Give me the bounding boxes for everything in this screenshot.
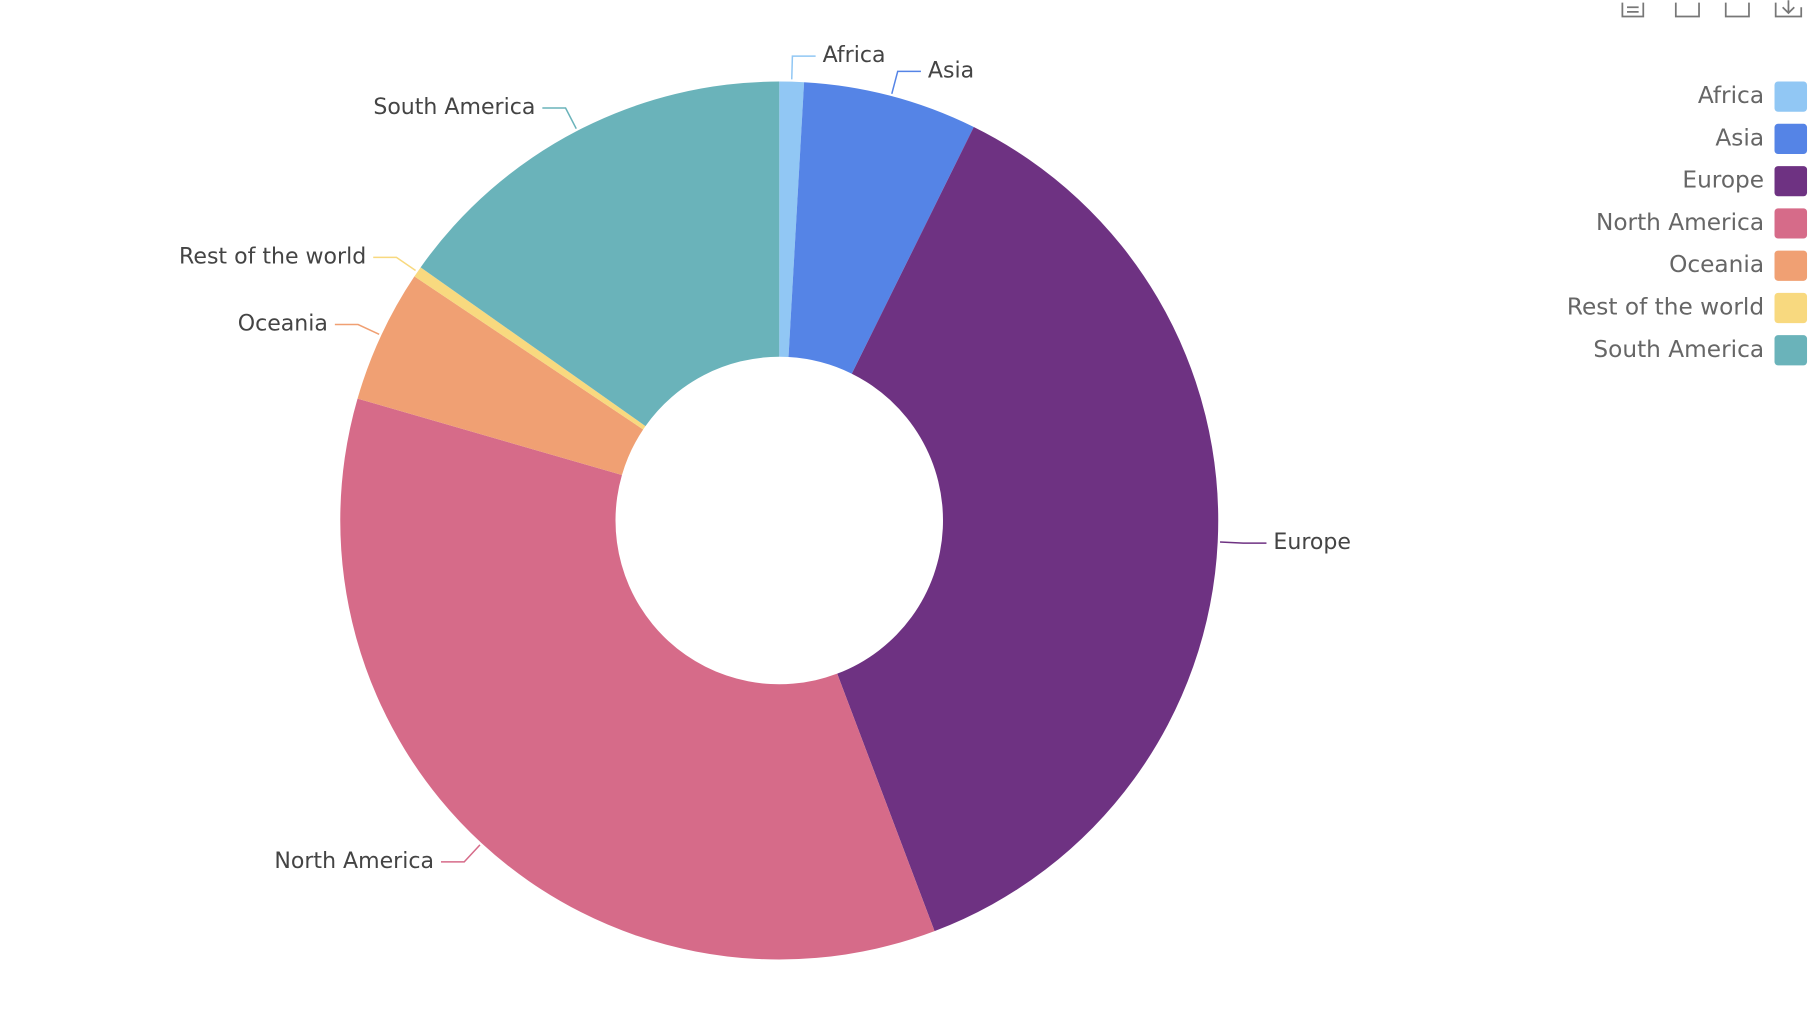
slice <box>340 398 935 960</box>
legend-swatch <box>1774 250 1808 281</box>
label-line <box>1219 541 1267 544</box>
legend-swatch <box>1774 166 1808 197</box>
slice <box>788 82 974 374</box>
slice <box>357 276 644 476</box>
legend-swatch <box>1774 335 1808 366</box>
slice-label: Asia <box>928 58 974 83</box>
label-line <box>542 107 577 130</box>
legend-label: Africa <box>1698 82 1764 109</box>
legend-swatch <box>1774 81 1808 112</box>
legend-swatch <box>1774 123 1808 155</box>
label-line <box>334 323 380 336</box>
slice-label: Europe <box>1273 530 1351 555</box>
toolbox-zoom[interactable] <box>1724 2 1750 18</box>
slice-label: Rest of the world <box>179 244 366 269</box>
label-line <box>891 70 921 94</box>
legend-label: North America <box>1596 209 1764 236</box>
legend: Africa Asia Europe North America Oceania Rest… <box>1567 81 1808 366</box>
legend-label: South America <box>1593 336 1764 363</box>
slice-label: North America <box>274 849 434 874</box>
toolbox-data-view[interactable] <box>1621 2 1645 18</box>
legend-label: Rest of the world <box>1567 293 1764 320</box>
legend-label: Europe <box>1682 167 1764 194</box>
label-line <box>790 55 816 80</box>
legend-swatch <box>1774 292 1808 324</box>
legend-label: Asia <box>1715 124 1764 151</box>
label-line <box>440 844 481 863</box>
toolbox-save[interactable] <box>1774 0 1803 18</box>
toolbox-restore[interactable] <box>1674 2 1700 18</box>
legend-swatch <box>1774 208 1808 239</box>
slice <box>837 126 1219 932</box>
label-line <box>373 256 417 272</box>
slice-label: South America <box>373 95 535 120</box>
slice <box>779 81 805 358</box>
slice-label: Oceania <box>238 312 328 337</box>
legend-label: Oceania <box>1669 251 1764 278</box>
toolbox <box>1621 0 1803 18</box>
slice <box>420 81 780 427</box>
slice <box>414 267 646 430</box>
slice-label: Africa <box>823 43 886 68</box>
